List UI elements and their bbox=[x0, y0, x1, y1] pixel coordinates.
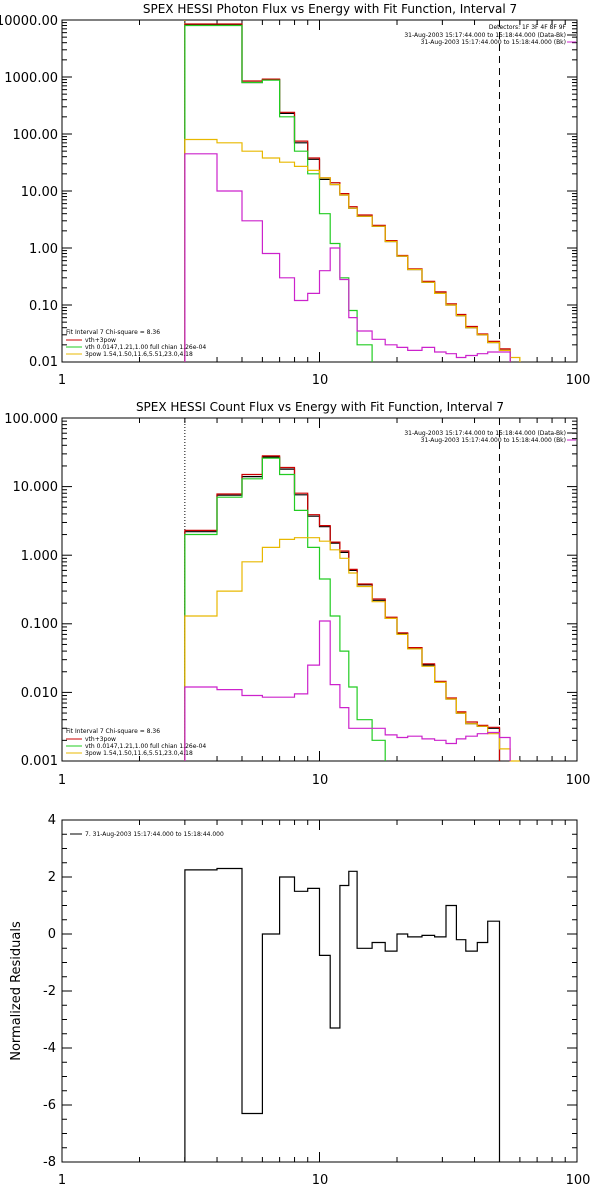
x-tick-label: 10 bbox=[312, 773, 329, 788]
y-tick-label: 1000.00 bbox=[4, 71, 58, 86]
x-tick-labels: 1 10 100 bbox=[58, 373, 591, 388]
residual-legend: 7. 31-Aug-2003 15:17:44.000 to 15:18:44.… bbox=[70, 831, 224, 838]
header-legend: 31-Aug-2003 15:17:44.000 to 15:18:44.000… bbox=[404, 430, 576, 444]
legend-entry-data-bk: 31-Aug-2003 15:17:44.000 to 15:18:44.000… bbox=[404, 32, 566, 39]
fit-info: Fit Interval 7 Chi-square = 8.36 bbox=[66, 728, 160, 735]
series-line-3pow bbox=[184, 537, 520, 762]
legend-entry-interval: 7. 31-Aug-2003 15:17:44.000 to 15:18:44.… bbox=[85, 831, 224, 838]
y-tick-label: -4 bbox=[43, 1041, 56, 1056]
y-tick-label: 10.000 bbox=[13, 480, 59, 495]
y-tick-label: 0.10 bbox=[29, 299, 58, 314]
legend-entry-bk: 31-Aug-2003 15:17:44.000 to 15:18:44.000… bbox=[421, 437, 566, 444]
y-tick-label: 0.100 bbox=[21, 617, 58, 632]
series-line-vth bbox=[184, 457, 386, 761]
legend-entry-bk: 31-Aug-2003 15:17:44.000 to 15:18:44.000… bbox=[421, 39, 566, 46]
series-line-bk bbox=[184, 153, 511, 362]
x-tick-label: 10 bbox=[312, 1173, 329, 1188]
y-tick-label: 10000.00 bbox=[0, 14, 58, 29]
fit-legend: Fit Interval 7 Chi-square = 8.36 vth+3po… bbox=[66, 329, 206, 358]
chart-title: SPEX HESSI Count Flux vs Energy with Fit… bbox=[136, 400, 504, 414]
y-tick-label: -8 bbox=[43, 1155, 56, 1170]
series-group bbox=[184, 23, 521, 362]
x-tick-label: 10 bbox=[312, 373, 329, 388]
y-tick-labels: 0.001 0.010 0.100 1.000 10.000 100.000 bbox=[4, 412, 58, 769]
y-tick-label: 1.000 bbox=[21, 549, 58, 564]
y-tick-label: 4 bbox=[48, 813, 56, 828]
x-tick-label: 100 bbox=[566, 373, 591, 388]
series-line-data-bk bbox=[184, 456, 501, 761]
fit-info: Fit Interval 7 Chi-square = 8.36 bbox=[66, 329, 160, 336]
x-tick-labels: 1 10 100 bbox=[58, 773, 591, 788]
x-tick-label: 1 bbox=[58, 773, 66, 788]
fit-range-markers bbox=[184, 418, 500, 761]
y-tick-label: 0.010 bbox=[21, 686, 58, 701]
axis-ticks bbox=[61, 418, 577, 762]
residuals-panel: Normalized Residuals -8 -6 -4 -2 0 2 4 1… bbox=[9, 813, 590, 1188]
axis-ticks bbox=[61, 20, 577, 363]
series-group bbox=[184, 455, 520, 762]
series-line-3pow bbox=[184, 138, 521, 362]
y-tick-label: 2 bbox=[48, 870, 56, 885]
series-line-7-31-aug-2003-15-17-44-000-to-15-18-44-000 bbox=[184, 867, 501, 1162]
series-line-vth-3pow bbox=[184, 455, 501, 761]
y-tick-label: -2 bbox=[43, 984, 56, 999]
y-tick-labels: -8 -6 -4 -2 0 2 4 bbox=[43, 813, 56, 1170]
legend-entry-vth: vth 0.0147,1.21,1.00 full chian 1.26e-04 bbox=[85, 743, 206, 750]
y-tick-labels: 0.01 0.10 1.00 10.00 100.00 1000.00 1000… bbox=[0, 14, 58, 370]
y-tick-label: 0.01 bbox=[29, 355, 58, 370]
detectors-label: Detectors: 1F 3F 4F 8F 9F bbox=[489, 24, 567, 31]
legend-entry-vth3pow: vth+3pow bbox=[85, 337, 116, 344]
y-tick-label: -6 bbox=[43, 1098, 56, 1113]
x-tick-label: 100 bbox=[566, 773, 591, 788]
legend-entry-3pow: 3pow 1.54,1.50,11.6,5.51,23.0,4.18 bbox=[85, 351, 193, 358]
legend-entry-data-bk: 31-Aug-2003 15:17:44.000 to 15:18:44.000… bbox=[404, 430, 566, 437]
series-line-bk bbox=[184, 620, 511, 761]
x-tick-label: 1 bbox=[58, 373, 66, 388]
axis-ticks bbox=[61, 819, 577, 1163]
x-tick-label: 100 bbox=[566, 1173, 591, 1188]
legend-entry-vth: vth 0.0147,1.21,1.00 full chian 1.26e-04 bbox=[85, 344, 206, 351]
y-tick-label: 0.001 bbox=[21, 754, 58, 769]
x-tick-labels: 1 10 100 bbox=[58, 1173, 591, 1188]
legend-entry-vth3pow: vth+3pow bbox=[85, 736, 116, 743]
fit-legend: Fit Interval 7 Chi-square = 8.36 vth+3po… bbox=[66, 728, 206, 757]
y-tick-label: 0 bbox=[48, 927, 56, 942]
series-group bbox=[184, 867, 501, 1162]
y-tick-label: 10.00 bbox=[21, 185, 58, 200]
series-line-vth-3pow bbox=[184, 23, 511, 362]
photon-flux-panel: SPEX HESSI Photon Flux vs Energy with Fi… bbox=[0, 2, 590, 388]
legend-entry-3pow: 3pow 1.54,1.50,11.6,5.51,23.0,4.18 bbox=[85, 750, 193, 757]
chart-title: SPEX HESSI Photon Flux vs Energy with Fi… bbox=[143, 2, 517, 16]
count-flux-panel: SPEX HESSI Count Flux vs Energy with Fit… bbox=[4, 400, 590, 788]
x-tick-label: 1 bbox=[58, 1173, 66, 1188]
y-tick-label: 100.000 bbox=[4, 412, 58, 427]
y-tick-label: 100.00 bbox=[13, 128, 59, 143]
y-tick-label: 1.00 bbox=[29, 242, 58, 257]
header-legend: Detectors: 1F 3F 4F 8F 9F 31-Aug-2003 15… bbox=[404, 24, 576, 46]
y-axis-label: Normalized Residuals bbox=[9, 921, 24, 1061]
